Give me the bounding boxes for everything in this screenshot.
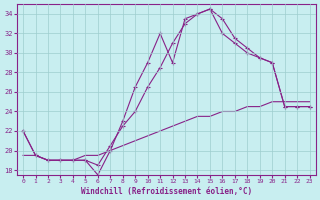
X-axis label: Windchill (Refroidissement éolien,°C): Windchill (Refroidissement éolien,°C) [81,187,252,196]
